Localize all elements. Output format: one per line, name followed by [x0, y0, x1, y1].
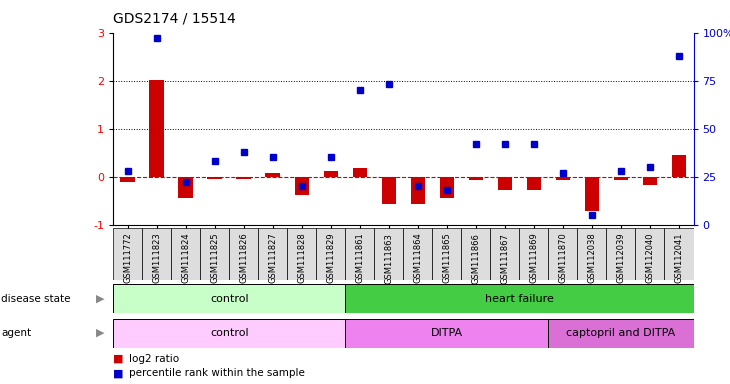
Bar — [664, 228, 694, 280]
Text: GSM111772: GSM111772 — [123, 233, 132, 283]
Text: GSM112038: GSM112038 — [588, 233, 596, 283]
Bar — [642, 177, 657, 185]
Bar — [614, 177, 629, 180]
Text: GSM112041: GSM112041 — [675, 233, 683, 283]
Bar — [178, 177, 193, 198]
Bar — [345, 284, 694, 313]
Bar — [577, 228, 607, 280]
Bar — [374, 228, 403, 280]
Bar — [229, 228, 258, 280]
Text: GSM111826: GSM111826 — [239, 233, 248, 283]
Bar — [556, 177, 570, 180]
Text: GSM111863: GSM111863 — [384, 233, 393, 283]
Text: control: control — [210, 328, 248, 338]
Bar — [345, 319, 548, 348]
Bar — [410, 177, 425, 205]
Bar — [526, 177, 541, 190]
Text: agent: agent — [1, 328, 31, 338]
Bar — [288, 228, 316, 280]
Text: GSM111823: GSM111823 — [152, 233, 161, 283]
Text: GDS2174 / 15514: GDS2174 / 15514 — [113, 12, 236, 25]
Text: GSM111869: GSM111869 — [529, 233, 539, 283]
Bar — [113, 284, 345, 313]
Text: GSM111829: GSM111829 — [326, 233, 335, 283]
Bar — [548, 319, 694, 348]
Bar — [345, 228, 374, 280]
Text: GSM111861: GSM111861 — [356, 233, 364, 283]
Bar — [323, 171, 338, 177]
Text: GSM111867: GSM111867 — [500, 233, 510, 283]
Text: GSM111825: GSM111825 — [210, 233, 219, 283]
Text: GSM111828: GSM111828 — [297, 233, 307, 283]
Bar — [548, 228, 577, 280]
Bar — [498, 177, 512, 190]
Bar — [294, 177, 309, 195]
Text: heart failure: heart failure — [485, 293, 554, 304]
Bar — [150, 80, 164, 177]
Text: ■: ■ — [113, 354, 123, 364]
Bar — [266, 173, 280, 177]
Text: GSM111870: GSM111870 — [558, 233, 567, 283]
Bar — [585, 177, 599, 211]
Bar — [607, 228, 636, 280]
Text: disease state: disease state — [1, 293, 71, 304]
Text: GSM111827: GSM111827 — [268, 233, 277, 283]
Text: ■: ■ — [113, 368, 123, 378]
Bar — [120, 177, 135, 182]
Bar — [403, 228, 432, 280]
Text: captopril and DITPA: captopril and DITPA — [566, 328, 675, 338]
Text: log2 ratio: log2 ratio — [129, 354, 180, 364]
Bar — [635, 228, 664, 280]
Text: GSM111824: GSM111824 — [181, 233, 191, 283]
Bar — [491, 228, 520, 280]
Bar — [207, 177, 222, 179]
Bar — [237, 177, 251, 179]
Bar — [258, 228, 288, 280]
Text: GSM112040: GSM112040 — [645, 233, 655, 283]
Text: GSM111865: GSM111865 — [442, 233, 451, 283]
Bar — [461, 228, 491, 280]
Bar — [672, 155, 686, 177]
Text: percentile rank within the sample: percentile rank within the sample — [129, 368, 305, 378]
Bar — [142, 228, 172, 280]
Bar — [353, 168, 367, 177]
Text: ▶: ▶ — [96, 328, 104, 338]
Bar — [200, 228, 229, 280]
Bar — [113, 319, 345, 348]
Bar — [520, 228, 548, 280]
Bar — [432, 228, 461, 280]
Text: DITPA: DITPA — [431, 328, 463, 338]
Text: GSM111866: GSM111866 — [472, 233, 480, 283]
Text: GSM112039: GSM112039 — [616, 233, 626, 283]
Bar — [469, 177, 483, 180]
Text: control: control — [210, 293, 248, 304]
Bar — [113, 228, 142, 280]
Bar — [382, 177, 396, 205]
Text: ▶: ▶ — [96, 293, 104, 304]
Text: GSM111864: GSM111864 — [413, 233, 423, 283]
Bar — [439, 177, 454, 198]
Bar — [171, 228, 200, 280]
Bar — [316, 228, 345, 280]
